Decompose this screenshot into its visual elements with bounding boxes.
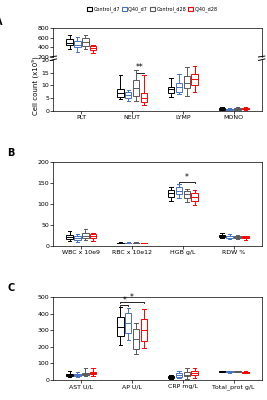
Bar [219, 371, 225, 372]
Bar [234, 236, 241, 238]
Bar [133, 80, 139, 96]
Text: *: * [122, 296, 126, 304]
Bar [74, 236, 81, 240]
Bar [168, 376, 174, 378]
Bar [191, 74, 198, 85]
Bar [176, 187, 182, 194]
Bar [168, 190, 174, 196]
Bar [234, 108, 241, 110]
Bar [226, 236, 233, 238]
Bar [176, 83, 182, 92]
Bar [117, 89, 124, 97]
Bar [74, 374, 81, 376]
Bar [66, 235, 73, 239]
Bar [234, 371, 241, 372]
Text: B: B [7, 148, 15, 158]
Bar [82, 373, 89, 375]
Bar [90, 372, 96, 374]
Bar [219, 108, 225, 110]
Text: **: ** [136, 63, 144, 72]
Bar [242, 108, 249, 110]
Bar [82, 233, 89, 238]
Bar [125, 313, 131, 333]
Bar [184, 76, 190, 88]
Text: *: * [185, 172, 189, 182]
Bar [226, 371, 233, 372]
Bar [176, 373, 182, 376]
Bar [184, 191, 190, 198]
Legend: Control_d7, CJ40_d7, Control_d28, CJ40_d28: Control_d7, CJ40_d7, Control_d28, CJ40_d… [85, 4, 219, 14]
Bar [184, 372, 190, 376]
Bar [191, 370, 198, 375]
Bar [242, 372, 249, 373]
Text: *: * [130, 292, 134, 302]
Text: A: A [0, 16, 3, 26]
Bar [74, 41, 81, 47]
Bar [168, 87, 174, 93]
Bar [117, 317, 124, 336]
Bar [82, 38, 89, 46]
Bar [90, 234, 96, 238]
Bar [133, 329, 139, 349]
Bar [226, 109, 233, 110]
Bar [219, 235, 225, 237]
Bar [66, 374, 73, 376]
Bar [141, 93, 147, 102]
Bar [242, 236, 249, 238]
Bar [191, 193, 198, 201]
Y-axis label: Cell count (x10⁹): Cell count (x10⁹) [31, 56, 38, 115]
Bar [125, 92, 131, 98]
Text: C: C [7, 283, 15, 293]
Bar [90, 46, 96, 50]
Bar [141, 319, 147, 341]
Bar [66, 39, 73, 45]
